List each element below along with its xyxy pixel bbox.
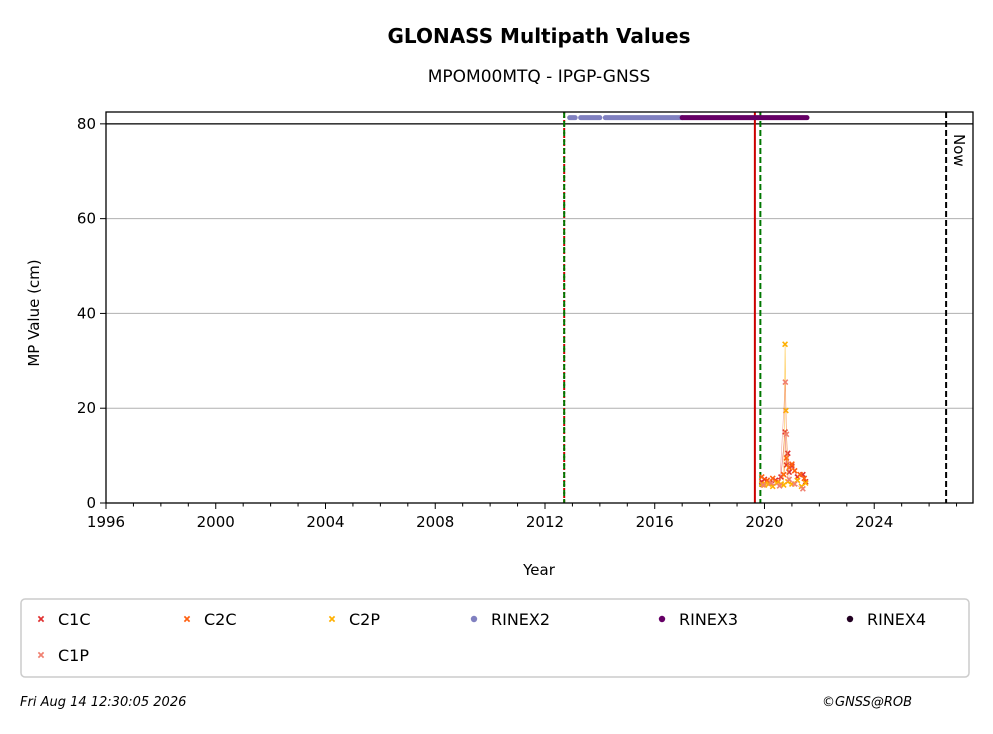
point-c2c — [788, 461, 795, 468]
x-tick-label: 2020 — [745, 513, 783, 531]
point-c1p — [760, 482, 767, 488]
point-c2p — [761, 482, 768, 488]
x-tick-label: 2012 — [526, 513, 564, 531]
x-tick-label: 2008 — [416, 513, 454, 531]
point-c1p — [799, 485, 806, 492]
legend-marker-rinex3 — [658, 615, 666, 623]
x-axis-label: Year — [522, 561, 556, 579]
point-c1p — [776, 482, 783, 489]
legend-marker-c1p — [37, 651, 45, 659]
x-tick-label: 2004 — [306, 513, 344, 531]
footer-credit: ©GNSS@ROB — [822, 695, 913, 710]
legend-marker-c2c — [183, 615, 191, 623]
legend-label-c1c: C1C — [58, 610, 91, 629]
legend-label-rinex2: RINEX2 — [491, 610, 550, 629]
x-tick-label: 2000 — [197, 513, 235, 531]
y-tick-label: 20 — [77, 399, 96, 417]
legend-label-c2c: C2C — [204, 610, 237, 629]
point-c2c — [758, 473, 765, 480]
legend-box — [20, 598, 970, 678]
legend-marker-rinex2 — [470, 615, 478, 623]
y-tick-label: 40 — [77, 304, 96, 322]
chart-title: GLONASS Multipath Values — [388, 24, 691, 48]
footer-timestamp: Fri Aug 14 12:30:05 2026 — [20, 695, 187, 710]
legend-marker-c2p — [328, 615, 336, 623]
y-axis-label: MP Value (cm) — [25, 259, 43, 366]
point-c1c — [802, 478, 809, 485]
point-c2p — [802, 480, 809, 487]
chart-subtitle: MPOM00MTQ - IPGP-GNSS — [428, 67, 651, 87]
legend-marker-rinex4 — [846, 615, 854, 623]
point-c2c — [791, 467, 798, 474]
x-tick-label: 2016 — [636, 513, 674, 531]
point-c2c — [764, 477, 771, 484]
point-c1p — [786, 476, 793, 483]
legend: C1C C2C C2P RINEX2 RINEX3 RINEX4 C1P — [37, 610, 926, 665]
point-c1p — [768, 480, 775, 487]
x-tick-label: 2024 — [855, 513, 893, 531]
legend-label-rinex4: RINEX4 — [867, 610, 926, 629]
now-label: Now — [950, 134, 968, 167]
point-c1p — [782, 379, 789, 386]
legend-label-rinex3: RINEX3 — [679, 610, 738, 629]
point-c1p — [791, 481, 798, 488]
legend-label-c2p: C2P — [349, 610, 380, 629]
point-c2c — [801, 475, 808, 482]
axes-frame — [105, 111, 974, 504]
legend-label-c1p: C1P — [58, 646, 89, 665]
legend-marker-c1c — [37, 615, 45, 623]
x-tick-label: 1996 — [87, 513, 125, 531]
y-tick-label: 60 — [77, 210, 96, 228]
point-c1p — [783, 431, 790, 438]
point-c2c — [769, 475, 776, 482]
y-tick-label: 0 — [86, 494, 96, 512]
point-c2p — [782, 341, 789, 348]
y-tick-label: 80 — [77, 115, 96, 133]
plot-area: 1996 2000 2004 2008 2012 2016 2020 2024 0 20 40 60 8… — [77, 111, 974, 531]
